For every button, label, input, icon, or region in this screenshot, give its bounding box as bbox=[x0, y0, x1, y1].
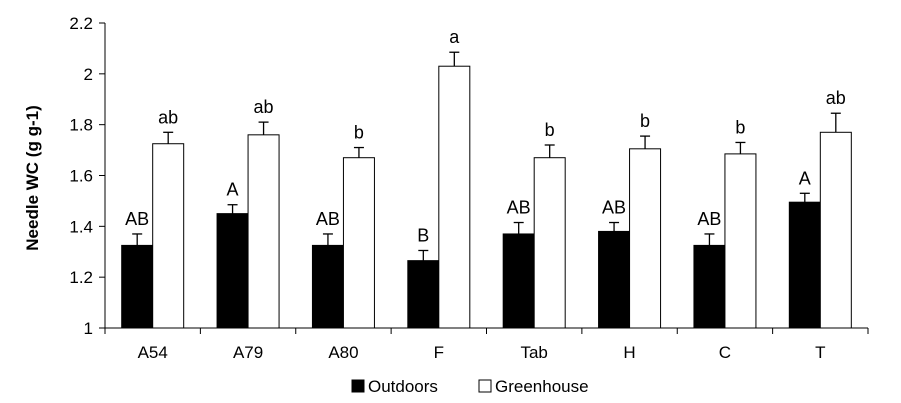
bar-outdoors bbox=[121, 244, 154, 329]
bar-outdoors bbox=[693, 244, 726, 329]
significance-label-greenhouse: b bbox=[640, 111, 650, 131]
bar-greenhouse bbox=[342, 157, 375, 329]
x-tick-label: F bbox=[434, 343, 444, 362]
bar-greenhouse bbox=[438, 65, 471, 329]
significance-label-greenhouse: b bbox=[545, 120, 555, 140]
legend-swatch-outdoors bbox=[351, 379, 365, 393]
x-tick-label: C bbox=[719, 343, 731, 362]
bar-outdoors bbox=[502, 233, 535, 329]
bar-greenhouse bbox=[152, 143, 185, 329]
y-tick-label: 1 bbox=[84, 319, 93, 338]
significance-label-outdoors: A bbox=[799, 168, 811, 188]
significance-label-greenhouse: b bbox=[354, 123, 364, 143]
y-axis-label: Needle WC (g g-1) bbox=[23, 105, 42, 250]
bar-greenhouse bbox=[533, 157, 566, 329]
significance-label-greenhouse: a bbox=[449, 27, 460, 47]
bars: AB ab Aab AB b Ba AB b AB b AB b Aab bbox=[121, 27, 852, 329]
x-tick-label: A79 bbox=[233, 343, 263, 362]
bar-outdoors bbox=[788, 201, 821, 329]
bar-greenhouse bbox=[629, 148, 662, 329]
bar-outdoors bbox=[216, 213, 249, 329]
legend-swatch-greenhouse bbox=[478, 379, 492, 393]
y-axis: 1 1.2 1.4 1.6 1.8 2 2.2 bbox=[69, 14, 106, 338]
significance-label-outdoors: B bbox=[417, 225, 429, 245]
x-tick-label: A54 bbox=[138, 343, 168, 362]
y-tick-label: 1.4 bbox=[69, 217, 93, 236]
x-tick-label: Tab bbox=[520, 343, 547, 362]
y-tick-label: 2 bbox=[84, 65, 93, 84]
bar-greenhouse bbox=[247, 134, 280, 329]
significance-label-outdoors: A bbox=[227, 180, 239, 200]
legend: Outdoors Greenhouse bbox=[351, 377, 589, 396]
significance-label-outdoors: AB bbox=[697, 209, 721, 229]
y-tick-label: 1.8 bbox=[69, 116, 93, 135]
legend-label-greenhouse: Greenhouse bbox=[495, 377, 589, 396]
bar-outdoors bbox=[598, 230, 631, 329]
y-tick-label: 2.2 bbox=[69, 14, 93, 33]
y-tick-label: 1.2 bbox=[69, 268, 93, 287]
significance-label-greenhouse: ab bbox=[254, 97, 274, 117]
significance-label-outdoors: AB bbox=[316, 209, 340, 229]
x-tick-label: H bbox=[623, 343, 635, 362]
significance-label-greenhouse: ab bbox=[158, 107, 178, 127]
x-tick-label: T bbox=[815, 343, 825, 362]
significance-label-outdoors: AB bbox=[507, 198, 531, 218]
bar-greenhouse bbox=[819, 131, 852, 329]
significance-label-greenhouse: b bbox=[735, 117, 745, 137]
significance-label-greenhouse: ab bbox=[826, 88, 846, 108]
y-tick-label: 1.6 bbox=[69, 167, 93, 186]
bar-outdoors bbox=[311, 244, 344, 329]
legend-label-outdoors: Outdoors bbox=[368, 377, 438, 396]
x-axis: A54 A79 A80 F Tab H C T bbox=[104, 327, 869, 362]
significance-label-outdoors: AB bbox=[125, 209, 149, 229]
bar-greenhouse bbox=[724, 153, 757, 329]
significance-label-outdoors: AB bbox=[602, 198, 626, 218]
bar-outdoors bbox=[407, 260, 440, 329]
x-tick-label: A80 bbox=[328, 343, 358, 362]
